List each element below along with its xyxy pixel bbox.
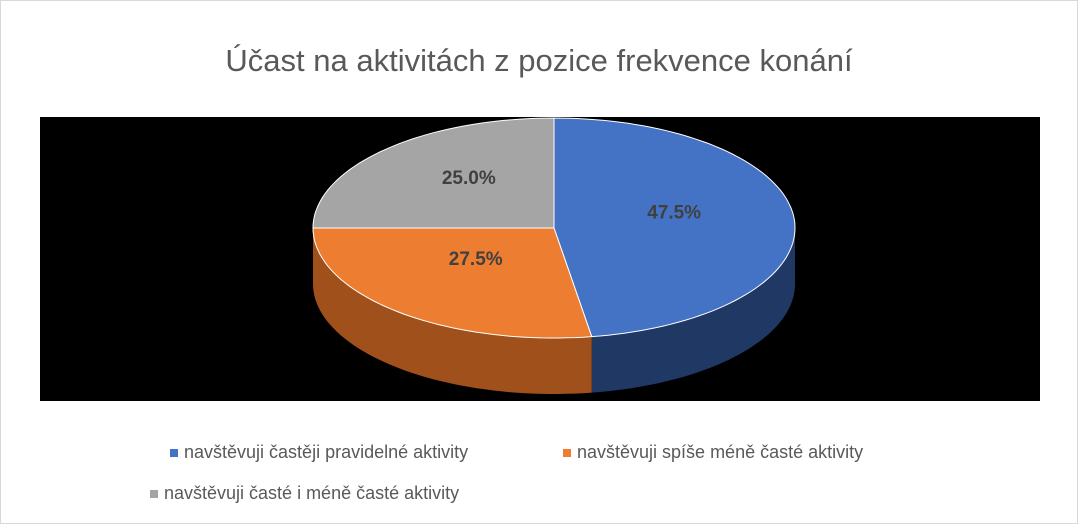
pie-slice bbox=[312, 117, 555, 229]
data-label: 25.0% bbox=[442, 168, 496, 189]
pie-side bbox=[313, 228, 592, 394]
legend-label: navštěvuji spíše méně časté aktivity bbox=[577, 442, 863, 462]
pie-slice bbox=[553, 117, 796, 338]
legend-marker bbox=[150, 490, 158, 498]
legend-label: navštěvuji častěji pravidelné aktivity bbox=[184, 442, 468, 462]
chart-title: Účast na aktivitách z pozice frekvence k… bbox=[225, 43, 853, 78]
data-label: 27.5% bbox=[449, 249, 503, 270]
data-label: 47.5% bbox=[647, 203, 701, 224]
legend-marker bbox=[170, 449, 178, 457]
pie-side bbox=[591, 228, 795, 393]
pie-slice bbox=[312, 227, 593, 339]
legend-label: navštěvuji časté i méně časté aktivity bbox=[164, 483, 459, 503]
legend-marker bbox=[563, 449, 571, 457]
